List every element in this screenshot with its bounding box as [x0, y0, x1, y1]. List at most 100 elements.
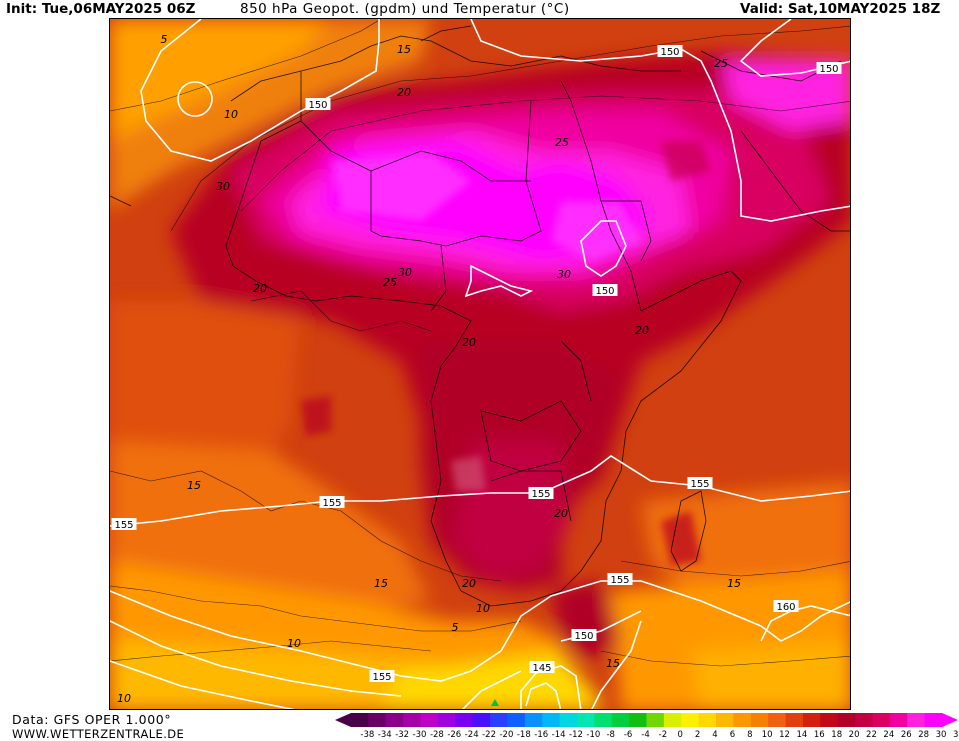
height-label: 150 [592, 284, 618, 297]
colorbar-tick-label: -28 [429, 730, 444, 740]
height-label: 155 [319, 496, 345, 509]
temperature-label: 5 [161, 33, 168, 46]
colorbar-max-arrow [942, 713, 958, 727]
height-label: 155 [687, 477, 713, 490]
colorbar-segment [681, 713, 700, 727]
colorbar-segment [542, 713, 561, 727]
temperature-label: 15 [397, 43, 411, 56]
temperature-label: 20 [462, 577, 476, 590]
colorbar-segment [351, 713, 369, 727]
colorbar-segment [924, 713, 943, 727]
height-label: 145 [529, 661, 555, 674]
height-label-text: 150 [660, 47, 679, 58]
height-label: 155 [111, 518, 137, 531]
temperature-label: 15 [374, 577, 388, 590]
height-label: 150 [816, 62, 842, 75]
colorbar-tick-label: 6 [729, 730, 736, 740]
temperature-label: 25 [714, 57, 728, 70]
colorbar-tick-label: 8 [747, 730, 753, 740]
country-borders [110, 25, 850, 607]
station-marker-icon [491, 699, 499, 706]
colorbar-tick-label: -14 [551, 730, 566, 740]
colorbar-tick-label: 12 [779, 730, 790, 740]
temperature-label: 20 [554, 507, 568, 520]
colorbar-segment [403, 713, 422, 727]
height-label-text: 150 [595, 286, 614, 297]
temperature-label: 25 [383, 276, 397, 289]
temperature-label: 20 [635, 324, 649, 337]
height-label-text: 155 [372, 672, 391, 683]
init-time-label: Init: Tue,06MAY2025 06Z [6, 1, 196, 17]
map-title: 850 hPa Geopot. (gpdm) und Temperatur (°… [240, 1, 570, 17]
data-source-label: Data: GFS OPER 1.000° [12, 712, 172, 727]
colorbar-segment [750, 713, 769, 727]
colorbar-tick-label: 24 [883, 730, 895, 740]
colorbar-segment [698, 713, 717, 727]
colorbar-tick-label: 30 [935, 730, 947, 740]
colorbar-segment [368, 713, 387, 727]
temperature-label: 5 [452, 621, 459, 634]
temperature-label: 20 [397, 86, 411, 99]
temperature-label: 15 [727, 577, 741, 590]
height-label: 150 [571, 629, 597, 642]
colorbar-tick-label: -12 [569, 730, 583, 740]
colorbar-segment [716, 713, 734, 727]
colorbar-segment [507, 713, 526, 727]
colorbar-segment [820, 713, 839, 727]
colorbar-tick-label: 28 [918, 730, 930, 740]
website-label: WWW.WETTERZENTRALE.DE [12, 727, 185, 741]
height-label-text: 150 [574, 631, 593, 642]
colorbar-tick-label: -20 [499, 730, 514, 740]
colorbar-segment [733, 713, 752, 727]
colorbar-min-arrow [335, 713, 351, 727]
temperature-label: 20 [462, 336, 476, 349]
height-label: 150 [305, 98, 331, 111]
colorbar-tick-label: -30 [412, 730, 427, 740]
colorbar-tick-label: -8 [606, 730, 615, 740]
colorbar-segment [472, 713, 491, 727]
temperature-label: 30 [557, 268, 571, 281]
colorbar-segment [455, 713, 474, 727]
colorbar-tick-label: -4 [641, 730, 650, 740]
colorbar-segment [663, 713, 682, 727]
temperature-label: 15 [187, 479, 201, 492]
colorbar-tick-label: -2 [658, 730, 668, 740]
temperature-label: 10 [117, 692, 131, 705]
height-label: 160 [773, 600, 799, 613]
colorbar-tick-label: -38 [360, 730, 375, 740]
temperature-label: 30 [216, 180, 230, 193]
colorbar-tick-label: -18 [516, 730, 531, 740]
colorbar-tick-label: -16 [534, 730, 549, 740]
colorbar-tick-label: 2 [694, 730, 701, 740]
valid-time-label: Valid: Sat,10MAY2025 18Z [740, 1, 941, 17]
colorbar-segment [907, 713, 926, 727]
colorbar-tick-label: -34 [377, 730, 392, 740]
height-label-text: 155 [531, 489, 550, 500]
colorbar-segment [629, 713, 647, 727]
colorbar-tick-label: 32 [952, 730, 959, 740]
isotherms [110, 19, 850, 667]
colorbar-segment [576, 713, 595, 727]
height-label: 155 [607, 573, 633, 586]
height-label-text: 155 [114, 520, 133, 531]
colorbar-segment [768, 713, 787, 727]
colorbar-segment [855, 713, 873, 727]
colorbar-segment [490, 713, 508, 727]
height-label: 150 [657, 45, 683, 58]
colorbar-segment [802, 713, 821, 727]
height-label: 155 [528, 487, 554, 500]
colorbar-tick-label: -22 [482, 730, 496, 740]
colorbar-segment [559, 713, 578, 727]
colorbar-tick-label: 10 [761, 730, 773, 740]
colorbar-segment [420, 713, 439, 727]
temperature-label: 25 [555, 136, 569, 149]
colorbar-tick-label: -6 [623, 730, 633, 740]
colorbar-segment [524, 713, 543, 727]
temperature-colorbar [335, 713, 958, 727]
temperature-label: 20 [253, 282, 267, 295]
colorbar-tick-label: 20 [848, 730, 860, 740]
colorbar-tick-label: 16 [813, 730, 825, 740]
height-label-text: 160 [776, 602, 795, 613]
height-label-text: 150 [819, 64, 838, 75]
